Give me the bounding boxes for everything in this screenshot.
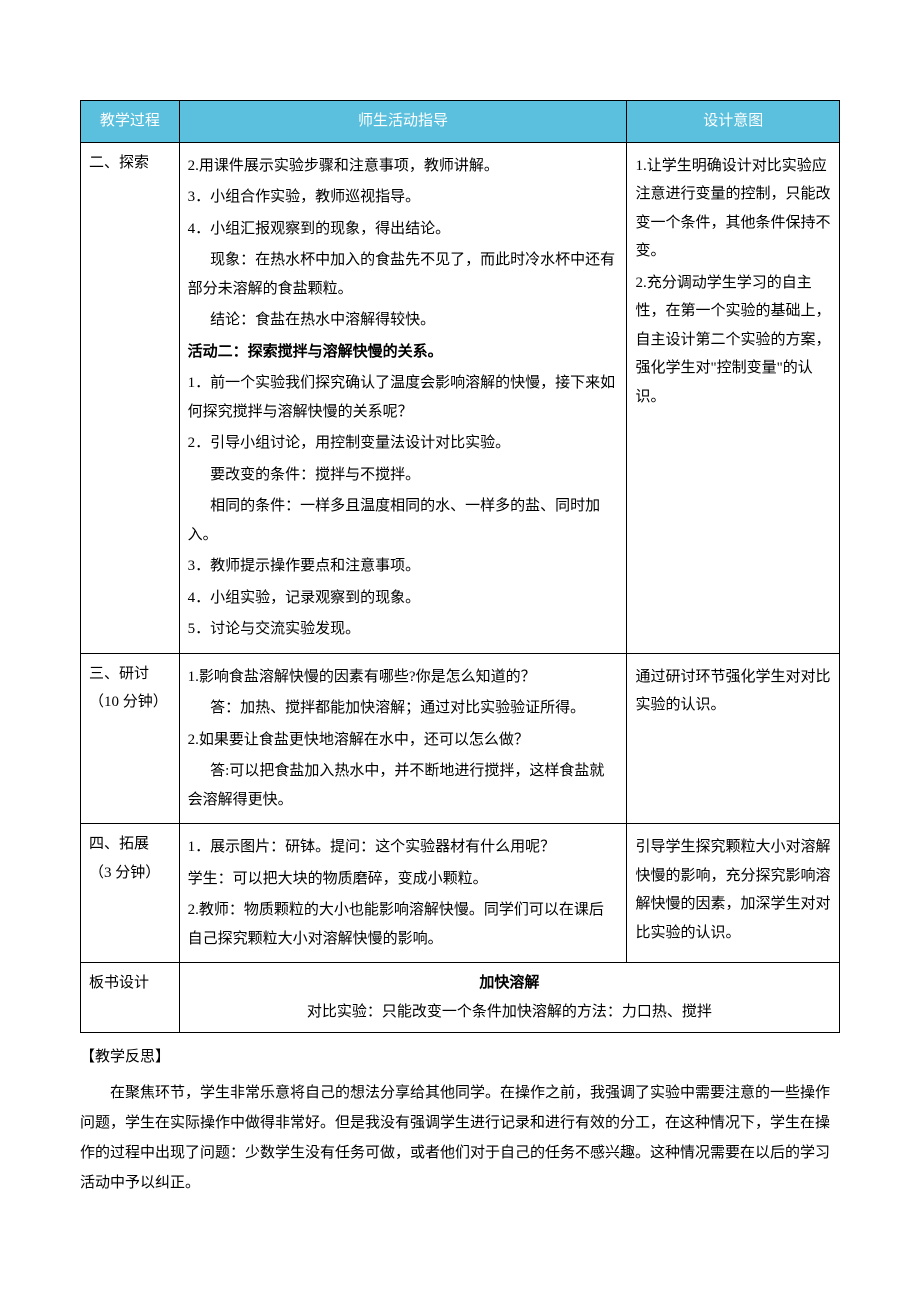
lesson-plan-table: 教学过程 师生活动指导 设计意图 二、探索 2.用课件展示实验步骤和注意事项，教… (80, 100, 840, 1033)
header-process: 教学过程 (81, 101, 180, 143)
row-explore: 二、探索 2.用课件展示实验步骤和注意事项，教师讲解。 3．小组合作实验，教师巡… (81, 142, 840, 653)
reflection-body: 在聚焦环节，学生非常乐意将自己的想法分享给其他同学。在操作之前，我强调了实验中需… (80, 1078, 840, 1198)
discuss-intent-p1: 通过研讨环节强化学生对对比实验的认识。 (635, 663, 831, 720)
explore-p2: 3．小组合作实验，教师巡视指导。 (188, 183, 619, 212)
row-board: 板书设计 加快溶解 对比实验：只能改变一个条件加快溶解的方法：力口热、搅拌 (81, 963, 840, 1033)
discuss-content: 1.影响食盐溶解快慢的因素有哪些?你是怎么知道的？ 答：加热、搅拌都能加快溶解；… (179, 653, 627, 824)
explore-intent-p1: 1.让学生明确设计对比实验应注意进行变量的控制，只能改变一个条件，其他条件保持不… (635, 152, 831, 266)
explore-p4: 现象：在热水杯中加入的食盐先不见了，而此时冷水杯中还有部分未溶解的食盐颗粒。 (188, 246, 619, 303)
row-extend: 四、拓展（3 分钟） 1．展示图片：研钵。提问：这个实验器材有什么用呢？ 学生：… (81, 824, 840, 963)
reflection-title: 【教学反思】 (80, 1043, 840, 1072)
explore-p5: 结论：食盐在热水中溶解得较快。 (188, 306, 619, 335)
stage-explore: 二、探索 (81, 142, 180, 653)
board-title: 加快溶解 (188, 969, 831, 998)
explore-p3: 4．小组汇报观察到的现象，得出结论。 (188, 215, 619, 244)
explore-p9: 要改变的条件：搅拌与不搅拌。 (188, 461, 619, 490)
stage-discuss: 三、研讨（10 分钟） (81, 653, 180, 824)
explore-p1: 2.用课件展示实验步骤和注意事项，教师讲解。 (188, 152, 619, 181)
explore-p11: 3．教师提示操作要点和注意事项。 (188, 552, 619, 581)
table-header-row: 教学过程 师生活动指导 设计意图 (81, 101, 840, 143)
explore-p7: 1．前一个实验我们探究确认了温度会影响溶解的快慢，接下来如何探究搅拌与溶解快慢的… (188, 369, 619, 426)
header-intent: 设计意图 (627, 101, 840, 143)
board-label: 板书设计 (81, 963, 180, 1033)
extend-p3: 2.教师：物质颗粒的大小也能影响溶解快慢。同学们可以在课后自己探究颗粒大小对溶解… (188, 896, 619, 953)
explore-intent: 1.让学生明确设计对比实验应注意进行变量的控制，只能改变一个条件，其他条件保持不… (627, 142, 840, 653)
board-content: 加快溶解 对比实验：只能改变一个条件加快溶解的方法：力口热、搅拌 (179, 963, 839, 1033)
explore-content: 2.用课件展示实验步骤和注意事项，教师讲解。 3．小组合作实验，教师巡视指导。 … (179, 142, 627, 653)
explore-p13: 5．讨论与交流实验发现。 (188, 615, 619, 644)
explore-p6: 活动二：探索搅拌与溶解快慢的关系。 (188, 338, 619, 367)
extend-p1: 1．展示图片：研钵。提问：这个实验器材有什么用呢？ (188, 833, 619, 862)
explore-p10: 相同的条件：一样多且温度相同的水、一样多的盐、同时加入。 (188, 492, 619, 549)
discuss-p2: 答：加热、搅拌都能加快溶解；通过对比实验验证所得。 (188, 694, 619, 723)
discuss-p3: 2.如果要让食盐更快地溶解在水中，还可以怎么做？ (188, 726, 619, 755)
row-discuss: 三、研讨（10 分钟） 1.影响食盐溶解快慢的因素有哪些?你是怎么知道的？ 答：… (81, 653, 840, 824)
extend-content: 1．展示图片：研钵。提问：这个实验器材有什么用呢？ 学生：可以把大块的物质磨碎，… (179, 824, 627, 963)
discuss-p1: 1.影响食盐溶解快慢的因素有哪些?你是怎么知道的？ (188, 663, 619, 692)
stage-extend: 四、拓展（3 分钟） (81, 824, 180, 963)
reflection-section: 【教学反思】 在聚焦环节，学生非常乐意将自己的想法分享给其他同学。在操作之前，我… (80, 1043, 840, 1198)
extend-intent: 引导学生探究颗粒大小对溶解快慢的影响，充分探究影响溶解快慢的因素，加深学生对对比… (627, 824, 840, 963)
discuss-intent: 通过研讨环节强化学生对对比实验的认识。 (627, 653, 840, 824)
header-activity: 师生活动指导 (179, 101, 627, 143)
extend-intent-p1: 引导学生探究颗粒大小对溶解快慢的影响，充分探究影响溶解快慢的因素，加深学生对对比… (635, 833, 831, 947)
explore-p8: 2．引导小组讨论，用控制变量法设计对比实验。 (188, 429, 619, 458)
extend-p2: 学生：可以把大块的物质磨碎，变成小颗粒。 (188, 865, 619, 894)
explore-p12: 4．小组实验，记录观察到的现象。 (188, 584, 619, 613)
discuss-p4: 答:可以把食盐加入热水中，并不断地进行搅拌，这样食盐就会溶解得更快。 (188, 757, 619, 814)
explore-intent-p2: 2.充分调动学生学习的自主性，在第一个实验的基础上，自主设计第二个实验的方案，强… (635, 269, 831, 412)
board-text: 对比实验：只能改变一个条件加快溶解的方法：力口热、搅拌 (188, 998, 831, 1027)
